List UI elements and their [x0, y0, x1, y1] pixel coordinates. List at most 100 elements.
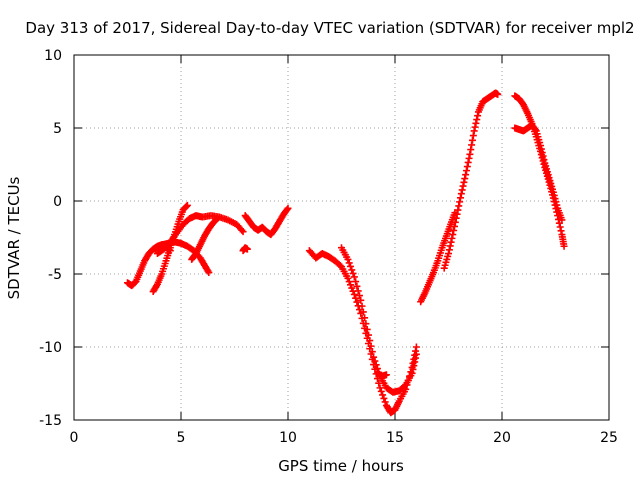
data-point [471, 123, 479, 131]
data-point [556, 223, 564, 231]
data-point [371, 357, 379, 365]
data-point [377, 387, 385, 395]
data-point [456, 194, 464, 202]
data-point [452, 214, 460, 222]
tick-labels: 0 5 10 15 20 25 -15 -10 -5 0 5 10 [39, 48, 618, 446]
data-point [460, 178, 468, 186]
data-point [359, 308, 367, 316]
data-point [558, 216, 566, 224]
chart-title: Day 313 of 2017, Sidereal Day-to-day VTE… [25, 19, 634, 37]
x-tick-label: 20 [493, 430, 511, 446]
data-point [355, 306, 363, 314]
series-arc11 [417, 209, 459, 306]
data-point [372, 361, 380, 369]
data-point [348, 266, 356, 274]
data-point [368, 348, 376, 356]
data-point [410, 362, 418, 370]
data-point [454, 206, 462, 214]
series-arc7 [239, 244, 251, 255]
data-point [531, 126, 539, 134]
data-point [350, 273, 358, 281]
data-point [346, 262, 354, 270]
data-point [376, 384, 384, 392]
data-point [557, 227, 565, 235]
data-point [362, 320, 370, 328]
x-tick-label: 10 [279, 430, 297, 446]
data-point [213, 215, 221, 223]
data-point [366, 337, 374, 345]
data-point [382, 371, 390, 379]
data-point [352, 294, 360, 302]
data-point [412, 347, 420, 355]
data-point [474, 112, 482, 120]
data-point [466, 150, 474, 158]
series-arc10 [374, 369, 390, 380]
data-point [204, 267, 212, 275]
data-point [467, 146, 475, 154]
series-arc5 [188, 215, 221, 263]
data-point [370, 353, 378, 361]
data-point [463, 163, 471, 171]
data-point [243, 245, 251, 253]
data-point [153, 282, 161, 290]
data-point [408, 369, 416, 377]
series-arc2 [149, 201, 191, 296]
y-tick-label: 10 [44, 48, 62, 64]
data-point [537, 145, 545, 153]
data-point [411, 358, 419, 366]
data-point [468, 141, 476, 149]
data-point [549, 188, 557, 196]
data-point [473, 116, 481, 124]
y-tick-label: -5 [48, 267, 62, 283]
y-tick-label: 5 [53, 121, 62, 137]
data-point [361, 314, 369, 322]
data-point [540, 156, 548, 164]
data-point [346, 281, 354, 289]
data-point [412, 354, 420, 362]
data-point [183, 202, 191, 210]
data-point [462, 171, 470, 179]
data-point [367, 342, 375, 350]
data-point [455, 202, 463, 210]
data-point [379, 391, 387, 399]
data-point [344, 274, 352, 282]
data-point [363, 325, 371, 333]
series-arc6 [241, 204, 292, 239]
data-point [353, 298, 361, 306]
plot-frame [73, 54, 610, 421]
data-point [205, 269, 213, 277]
data-point [284, 204, 292, 212]
data-point [344, 255, 352, 263]
data-point [459, 182, 467, 190]
data-point [345, 259, 353, 267]
data-point [453, 210, 461, 218]
data-point [355, 292, 363, 300]
data-point [412, 350, 420, 358]
data-point [552, 198, 560, 206]
data-point [465, 154, 473, 162]
y-tick-label: -15 [39, 413, 62, 429]
y-tick-label: -10 [39, 340, 62, 356]
data-point [400, 382, 408, 390]
data-point [450, 226, 458, 234]
data-point [412, 343, 420, 351]
data-point [469, 132, 477, 140]
series-arc9 [338, 244, 420, 396]
data-point [446, 242, 454, 250]
data-point [409, 365, 417, 373]
data-point [348, 284, 356, 292]
x-tick-label: 0 [70, 430, 79, 446]
series-arc4 [153, 212, 247, 258]
data-point [450, 222, 458, 230]
data-point [539, 152, 547, 160]
y-tick-label: 0 [53, 194, 62, 210]
data-point [213, 215, 221, 223]
data-points [124, 89, 568, 417]
data-point [238, 226, 246, 234]
data-point [468, 136, 476, 144]
data-point [553, 201, 561, 209]
data-point [358, 302, 366, 310]
data-point [350, 290, 358, 298]
